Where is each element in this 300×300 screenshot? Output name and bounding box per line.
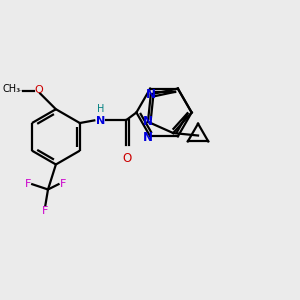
Text: O: O (34, 85, 43, 95)
Text: methoxy: methoxy (18, 89, 24, 91)
Text: N: N (96, 116, 105, 126)
Text: N: N (143, 115, 153, 128)
Text: F: F (60, 179, 66, 189)
Text: CH₃: CH₃ (3, 85, 21, 94)
Text: N: N (143, 130, 153, 144)
Text: N: N (146, 88, 156, 101)
Text: H: H (97, 104, 104, 115)
Text: F: F (24, 179, 31, 189)
Text: O: O (123, 152, 132, 165)
Text: F: F (42, 206, 49, 215)
